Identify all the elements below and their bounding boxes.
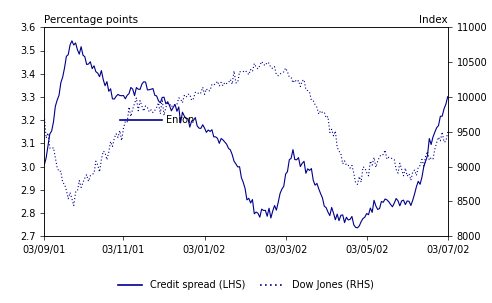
Text: Enron: Enron [166,115,194,125]
Text: Index: Index [419,15,448,25]
Text: Percentage points: Percentage points [44,15,138,25]
Legend: Credit spread (LHS), Dow Jones (RHS): Credit spread (LHS), Dow Jones (RHS) [114,276,378,294]
